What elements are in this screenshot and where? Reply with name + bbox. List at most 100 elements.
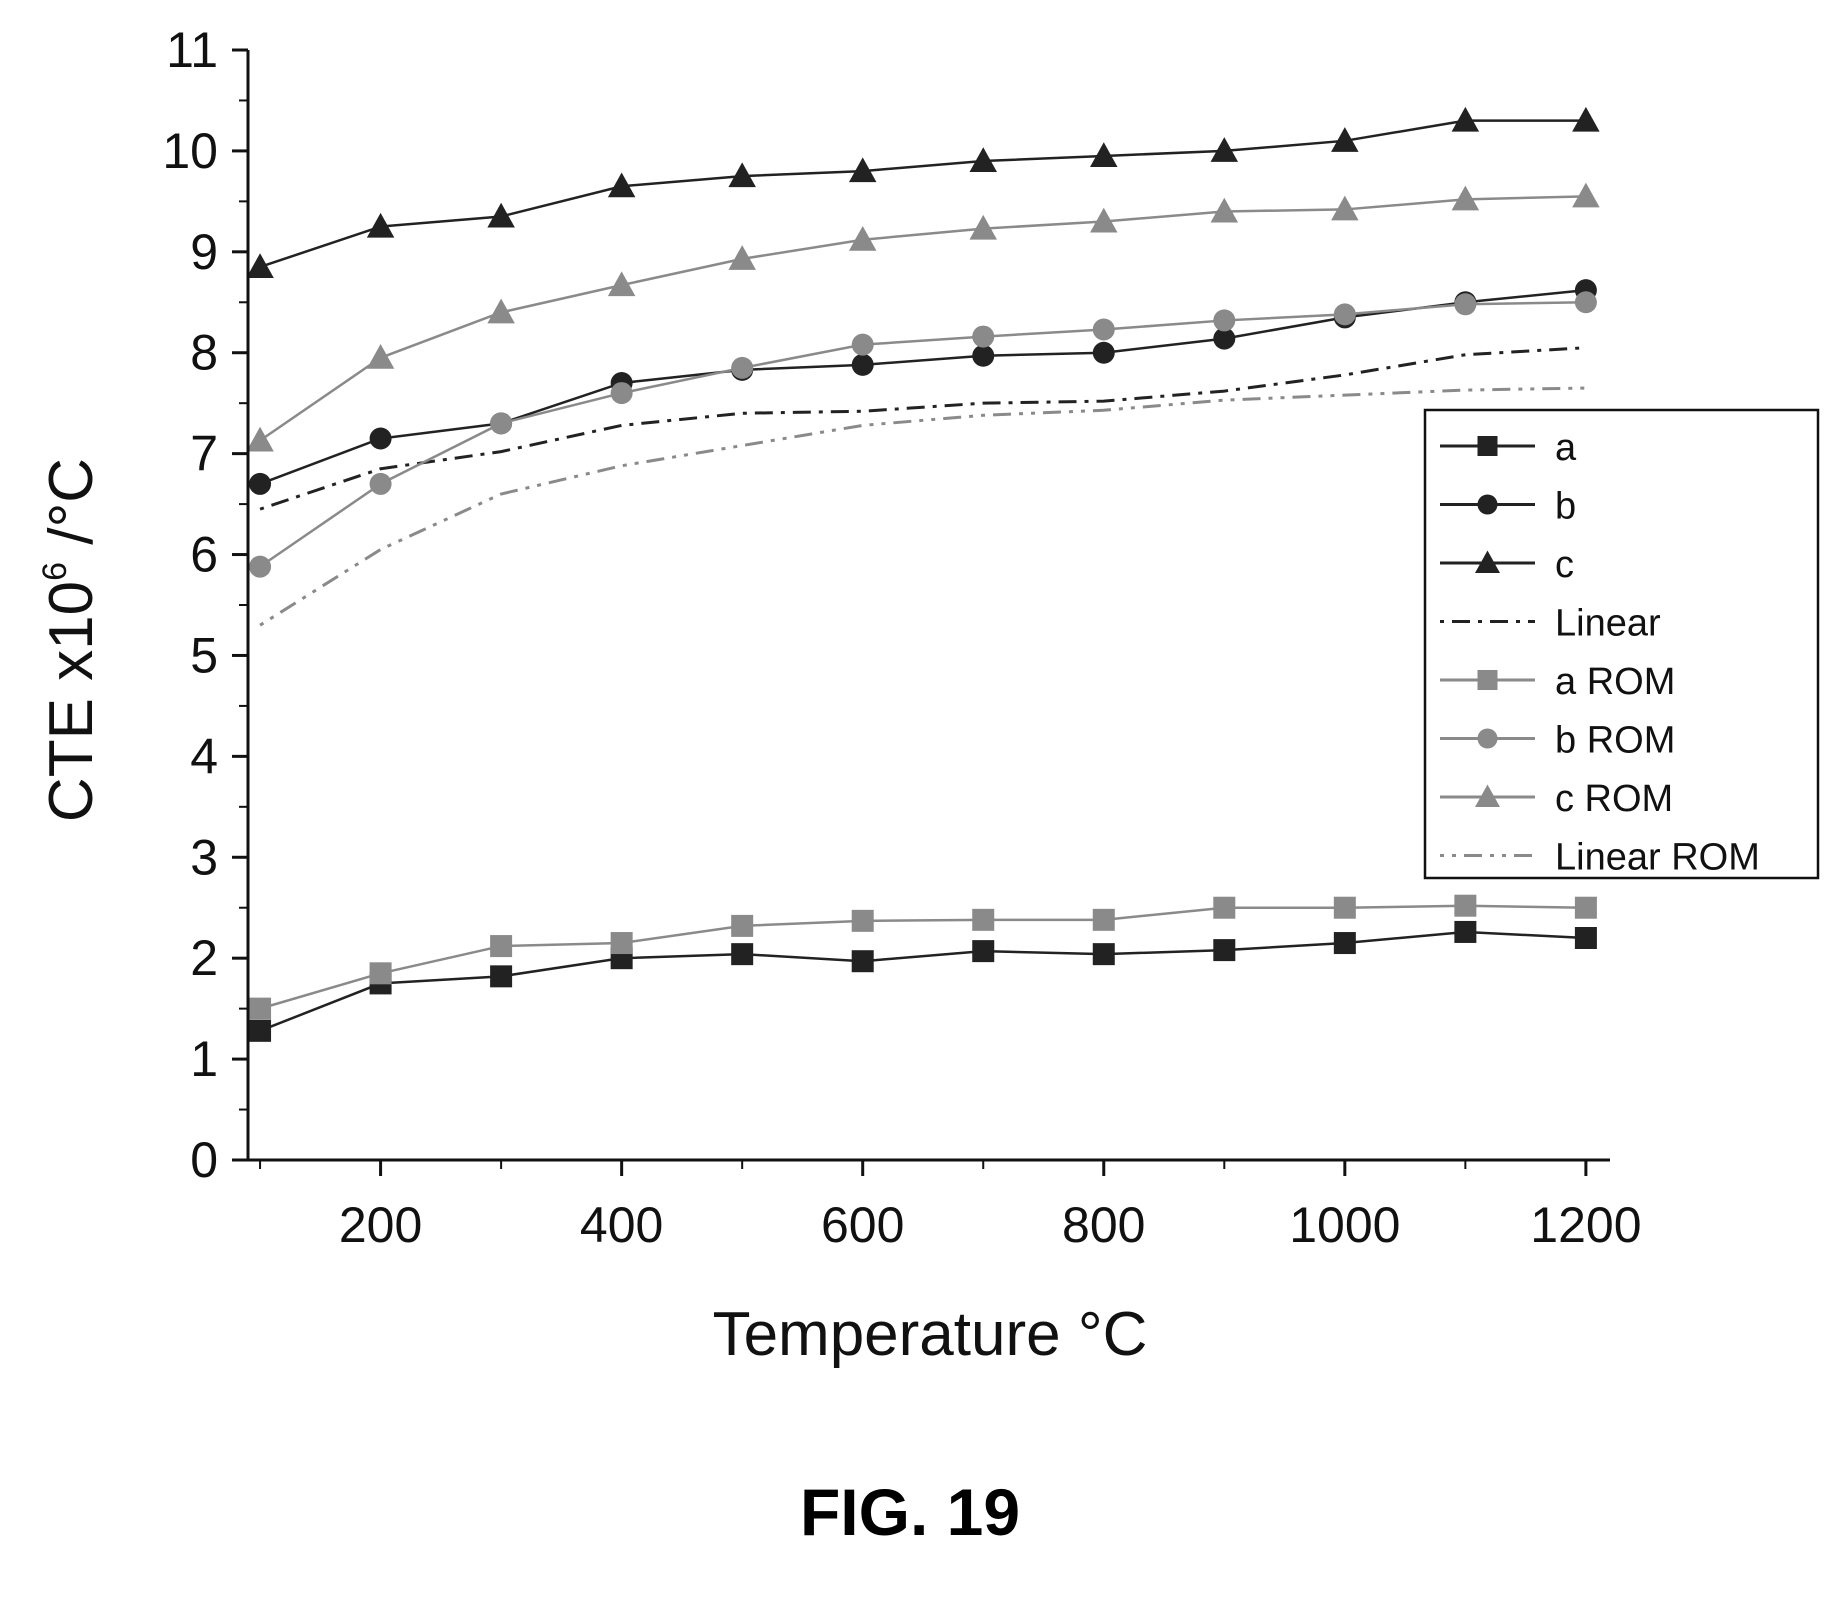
data-point-b-rom xyxy=(490,412,513,435)
data-point-a-rom xyxy=(610,932,633,955)
data-point-c-rom xyxy=(487,298,515,324)
y-tick-label: 10 xyxy=(162,123,218,179)
series-line-linear-rom xyxy=(259,386,1586,627)
data-point-b xyxy=(249,472,272,495)
legend: abc Linear a ROM b ROM c ROM Linear ROM xyxy=(1423,408,1820,880)
data-point-b-rom xyxy=(1333,303,1356,326)
series-line-c-rom xyxy=(259,195,1586,442)
legend-label-b: b xyxy=(1555,486,1576,528)
legend-label-b-rom: b ROM xyxy=(1555,720,1675,762)
data-point-c-rom xyxy=(1572,182,1600,208)
data-point-a xyxy=(1333,932,1356,955)
data-point-c xyxy=(1090,142,1118,167)
data-point-a xyxy=(1213,939,1236,962)
x-tick-label: 400 xyxy=(580,1197,663,1253)
data-point-c-rom xyxy=(969,214,997,240)
series-line-b-rom xyxy=(259,301,1586,568)
data-point-a xyxy=(851,950,874,973)
legend-label-c-rom: c ROM xyxy=(1555,778,1673,820)
x-tick-label: 1000 xyxy=(1289,1197,1400,1253)
data-point-a xyxy=(731,943,754,966)
x-tick-label: 200 xyxy=(339,1197,422,1253)
data-point-c-rom xyxy=(1090,207,1118,233)
y-tick-label: 6 xyxy=(190,527,218,583)
data-point-b xyxy=(1092,341,1115,364)
data-point-c-rom xyxy=(728,245,756,270)
series-line-a-rom xyxy=(259,904,1586,1010)
y-tick-label: 5 xyxy=(190,627,218,683)
y-axis-title-exponent: 6 xyxy=(36,562,74,581)
data-point-a-rom xyxy=(851,909,874,932)
y-tick-label: 3 xyxy=(190,829,218,885)
y-tick-label: 2 xyxy=(190,930,218,986)
x-axis-title: Temperature °C xyxy=(713,1300,1148,1369)
data-point-c-rom xyxy=(607,271,636,297)
y-tick-label: 8 xyxy=(190,325,218,381)
data-point-c xyxy=(1210,137,1239,162)
legend-label-linear-rom: Linear ROM xyxy=(1555,837,1760,879)
y-axis-title-main: CTE x10 xyxy=(37,581,106,822)
data-point-c-rom xyxy=(1331,195,1359,221)
data-point-c xyxy=(1572,106,1600,132)
data-point-b-rom xyxy=(972,325,995,348)
plot-area xyxy=(246,106,1600,1042)
data-point-c xyxy=(969,147,997,172)
data-point-b-rom xyxy=(851,333,874,356)
data-point-c xyxy=(1331,127,1359,152)
data-point-b-rom xyxy=(249,555,272,578)
data-point-c xyxy=(366,212,395,238)
x-tick-label: 800 xyxy=(1062,1197,1145,1253)
data-point-c xyxy=(246,253,274,278)
data-point-a-rom xyxy=(1213,896,1236,919)
y-tick-label: 7 xyxy=(190,426,218,482)
data-point-b xyxy=(369,427,392,450)
data-point-a xyxy=(1092,943,1115,966)
data-point-a xyxy=(1574,927,1597,949)
y-tick-label: 11 xyxy=(166,22,218,78)
series-line-c xyxy=(259,119,1586,269)
series-line-linear xyxy=(259,346,1586,511)
legend-label-a-rom: a ROM xyxy=(1555,661,1675,703)
data-point-a-rom xyxy=(731,914,754,937)
data-point-b-rom xyxy=(1454,293,1477,316)
data-point-a-rom xyxy=(1574,896,1597,919)
data-point-c xyxy=(607,172,636,198)
data-point-c-rom xyxy=(366,344,395,369)
legend-marker-a-rom xyxy=(1477,670,1498,690)
data-point-b-rom xyxy=(610,382,633,405)
legend-label-c: c xyxy=(1555,544,1574,586)
data-point-c xyxy=(1451,106,1480,132)
y-tick-label: 9 xyxy=(190,224,218,280)
data-point-b xyxy=(851,353,874,376)
figure-caption: FIG. 19 xyxy=(800,1475,1020,1549)
x-tick-label: 600 xyxy=(821,1197,904,1253)
data-point-c xyxy=(848,157,877,183)
data-point-a-rom xyxy=(249,997,272,1020)
data-point-a xyxy=(490,965,513,988)
y-tick-label: 1 xyxy=(190,1031,218,1087)
legend-label-a: a xyxy=(1555,427,1577,469)
data-point-a-rom xyxy=(490,935,513,958)
data-point-c-rom xyxy=(1451,185,1480,211)
data-point-b-rom xyxy=(369,472,392,495)
data-point-a-rom xyxy=(972,908,995,931)
data-point-a xyxy=(249,1019,272,1042)
series-line-a xyxy=(259,930,1586,1032)
data-point-c-rom xyxy=(246,426,274,452)
data-point-b-rom xyxy=(1213,309,1236,332)
data-point-b-rom xyxy=(731,356,754,379)
data-point-c-rom xyxy=(848,225,877,251)
data-point-b-rom xyxy=(1092,318,1115,341)
data-point-c-rom xyxy=(1210,197,1239,223)
series-line-b xyxy=(259,288,1587,486)
legend-marker-b-rom xyxy=(1477,728,1498,749)
y-axis-title: CTE x106 /°C xyxy=(36,458,106,822)
data-point-b xyxy=(1213,327,1236,350)
axes: 0 1 2 3 4 5 6 7 8 9 10 11 200 400 600 800 1000 1200 xyxy=(162,22,1641,1253)
data-point-a xyxy=(972,940,995,963)
data-point-a-rom xyxy=(369,962,392,985)
y-axis-title-unit: /°C xyxy=(37,458,106,562)
data-point-b xyxy=(972,344,995,367)
legend-label-linear: Linear xyxy=(1555,603,1661,645)
